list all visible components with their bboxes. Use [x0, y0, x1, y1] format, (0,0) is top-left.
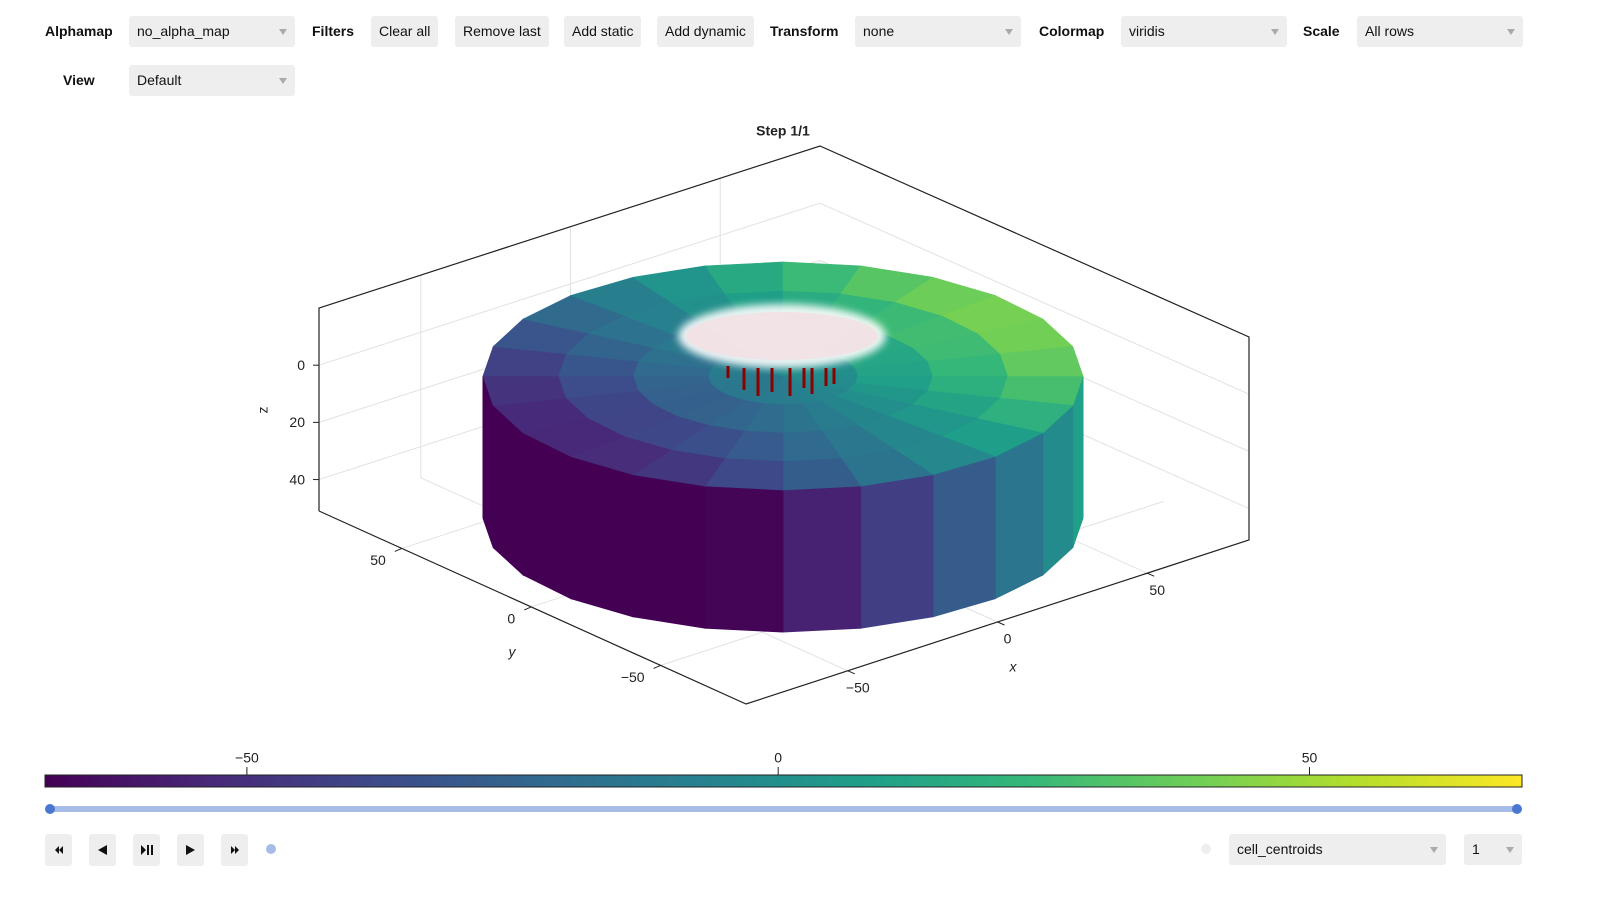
option-toggle[interactable]	[1201, 844, 1211, 854]
cylinder-side	[860, 474, 934, 629]
play-pause-icon	[141, 845, 146, 855]
transform-dropdown[interactable]: none	[855, 16, 1021, 47]
rewind-icon	[55, 846, 63, 854]
y-tick	[653, 664, 661, 669]
step-back-icon	[98, 845, 107, 855]
y-tick-label: 0	[507, 611, 515, 627]
view-label: View	[63, 72, 95, 88]
cell-label-cluster	[678, 304, 886, 396]
colorbar-tick-label: 0	[774, 750, 782, 766]
scale-dropdown[interactable]: All rows	[1357, 16, 1523, 47]
x-tick	[1147, 572, 1155, 577]
play-pause-icon	[151, 845, 153, 855]
z-grid-line	[318, 202, 821, 366]
cylinder-top-cell	[999, 346, 1084, 377]
x-tick-label: 50	[1149, 582, 1165, 598]
cylinder-side	[782, 485, 862, 633]
add-dynamic-button[interactable]: Add dynamic	[657, 16, 754, 47]
remove-last-button[interactable]: Remove last	[455, 16, 549, 47]
add-static-button[interactable]: Add static	[564, 16, 642, 47]
colormap-label: Colormap	[1039, 23, 1105, 39]
x-tick-label: −50	[846, 680, 870, 696]
play-pause-icon	[147, 845, 149, 855]
alphamap-dropdown[interactable]: no_alpha_map	[129, 16, 295, 47]
cylinder-side	[632, 474, 706, 629]
play-icon	[186, 845, 195, 855]
z-tick-label: 40	[289, 471, 305, 487]
cylinder-side	[994, 432, 1044, 600]
z-tick-label: 20	[289, 414, 305, 430]
colorbar	[44, 774, 1523, 788]
y-tick	[394, 547, 403, 552]
fast-forward-icon	[231, 846, 239, 854]
transform-label: Transform	[770, 23, 839, 39]
z-grid-line	[819, 202, 1250, 395]
cylinder-side	[570, 455, 634, 618]
scale-label: Scale	[1303, 23, 1340, 39]
plot-title: Step 1/1	[756, 123, 810, 139]
colormap-dropdown[interactable]: viridis	[1121, 16, 1287, 47]
y-tick	[524, 606, 532, 611]
y-tick-label: 50	[370, 552, 386, 568]
component-dropdown[interactable]: 1	[1464, 834, 1522, 865]
x-axis-label: x	[1009, 659, 1018, 675]
loop-toggle[interactable]	[266, 844, 276, 854]
slider-handle[interactable]	[45, 804, 55, 814]
x-tick	[997, 621, 1005, 626]
cylinder-side	[1042, 404, 1074, 577]
z-axis-label: z	[255, 407, 271, 414]
cylinder-side	[492, 404, 524, 577]
x-tick-label: 0	[1004, 631, 1012, 647]
y-tick-label: −50	[621, 669, 645, 685]
filters-label: Filters	[312, 23, 355, 39]
z-tick-label: 0	[297, 357, 305, 373]
colorbar-tick-label: 50	[1302, 750, 1318, 766]
cylinder-side	[932, 455, 996, 618]
view-dropdown[interactable]: Default	[129, 65, 295, 96]
y-axis-label: y	[508, 644, 517, 660]
variable-dropdown[interactable]: cell_centroids	[1229, 834, 1446, 865]
slider-handle[interactable]	[1512, 804, 1522, 814]
cylinder-side	[704, 485, 784, 633]
play-pause-button[interactable]	[133, 834, 160, 866]
cylinder-side	[522, 432, 572, 600]
clear-all-button[interactable]: Clear all	[371, 16, 439, 47]
axis-box	[318, 145, 1250, 705]
colorbar-tick-label: −50	[235, 750, 259, 766]
x-tick	[847, 670, 855, 675]
alphamap-label: Alphamap	[45, 23, 113, 39]
